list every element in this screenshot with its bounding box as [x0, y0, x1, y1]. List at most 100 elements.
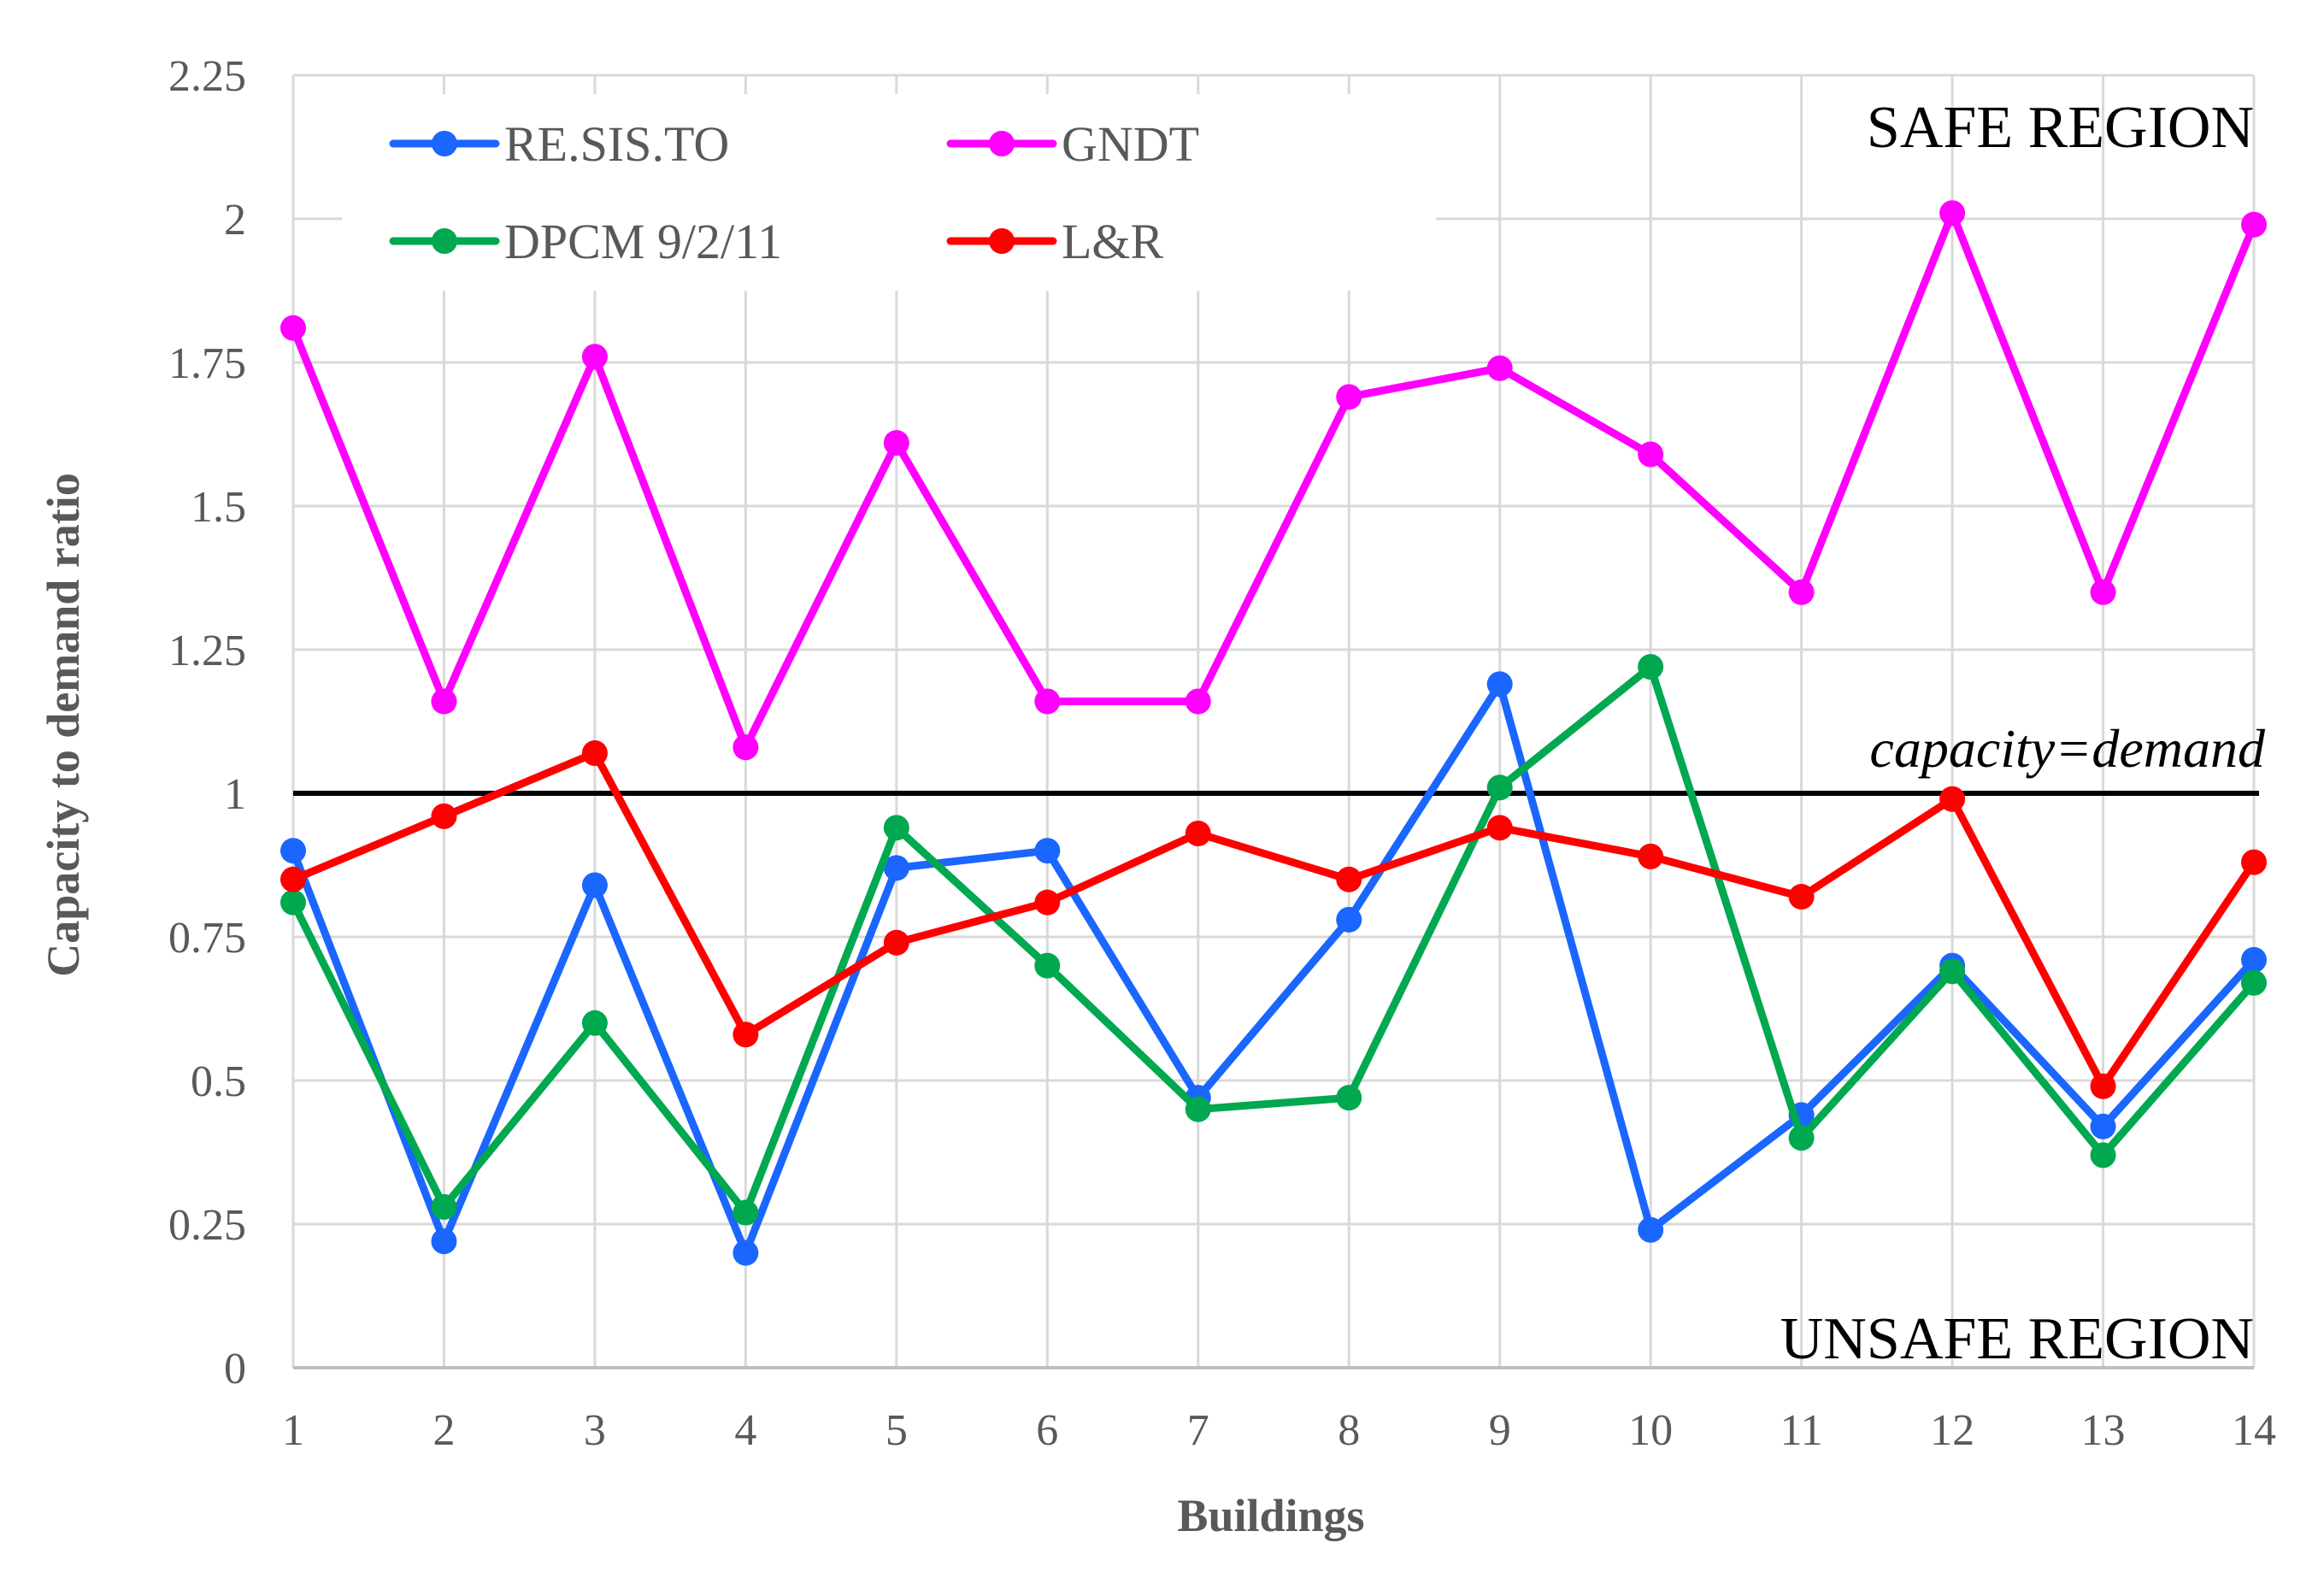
legend-label-gndt: GNDT — [1062, 116, 1199, 172]
data-point-l-r — [2090, 1073, 2116, 1099]
legend-marker-dpcm-9-2-11 — [432, 228, 457, 254]
series-line-re-sis-to — [289, 680, 2258, 1257]
legend-marker-gndt — [989, 131, 1015, 156]
data-point-gndt — [1336, 384, 1362, 410]
data-point-dpcm-9-2-11 — [1638, 654, 1664, 680]
x-tick-label: 12 — [1930, 1406, 1974, 1455]
data-point-re-sis-to — [883, 855, 909, 881]
data-point-l-r — [1788, 883, 1815, 910]
x-axis-title: Buildings — [1177, 1490, 1364, 1541]
data-point-gndt — [883, 430, 909, 456]
series-line-dpcm-9-2-11 — [289, 662, 2258, 1217]
y-tick-label: 1 — [224, 770, 246, 819]
series-line-l-r — [289, 749, 2258, 1091]
legend-background — [342, 94, 1436, 291]
legend-marker-re-sis-to — [432, 131, 457, 156]
x-tick-label: 6 — [1036, 1406, 1058, 1455]
x-tick-label: 2 — [432, 1406, 455, 1455]
data-point-l-r — [2241, 849, 2267, 875]
series-line-gndt — [289, 209, 2258, 751]
data-point-re-sis-to — [733, 1240, 759, 1266]
series-l-r — [280, 739, 2267, 1099]
y-tick-label: 0.5 — [191, 1057, 246, 1106]
legend-marker-l-r — [989, 228, 1015, 254]
unsafe-region-label: UNSAFE REGION — [1780, 1306, 2254, 1372]
series-layer — [280, 200, 2267, 1266]
x-tick-label: 4 — [734, 1406, 756, 1455]
legend-label-re-sis-to: RE.SIS.TO — [504, 116, 729, 172]
data-point-re-sis-to — [1638, 1216, 1664, 1243]
data-point-dpcm-9-2-11 — [1185, 1096, 1211, 1122]
data-point-re-sis-to — [2241, 946, 2267, 973]
data-point-dpcm-9-2-11 — [733, 1199, 759, 1226]
legend-label-dpcm-9-2-11: DPCM 9/2/11 — [504, 214, 782, 269]
data-point-re-sis-to — [2090, 1113, 2116, 1139]
y-tick-label: 0.75 — [168, 914, 246, 963]
data-point-l-r — [1034, 889, 1061, 916]
data-point-l-r — [1336, 866, 1362, 892]
y-tick-label: 1.5 — [191, 483, 246, 532]
data-point-dpcm-9-2-11 — [2241, 969, 2267, 996]
y-tick-label: 0 — [224, 1345, 246, 1393]
data-point-dpcm-9-2-11 — [581, 1010, 608, 1036]
series-dpcm-9-2-11 — [280, 654, 2267, 1226]
data-point-l-r — [581, 739, 608, 766]
data-point-re-sis-to — [1486, 671, 1513, 698]
data-point-gndt — [2090, 579, 2116, 605]
data-point-l-r — [733, 1022, 759, 1048]
legend-label-l-r: L&R — [1062, 214, 1164, 269]
data-point-re-sis-to — [581, 872, 608, 898]
data-point-dpcm-9-2-11 — [431, 1193, 457, 1220]
y-tick-labels: 0 0.25 0.5 0.75 1 1.25 1.5 1.75 2 2.25 — [168, 52, 246, 1393]
data-point-dpcm-9-2-11 — [1034, 952, 1061, 979]
data-point-l-r — [1939, 786, 1966, 812]
data-point-re-sis-to — [280, 838, 306, 864]
series-gndt — [280, 200, 2267, 761]
x-tick-label: 13 — [2081, 1406, 2126, 1455]
legend: RE.SIS.TO GNDT DPCM 9/2/11 L&R — [342, 94, 1436, 291]
x-tick-label: 5 — [885, 1406, 908, 1455]
x-tick-label: 14 — [2232, 1406, 2276, 1455]
y-tick-label: 1.75 — [168, 339, 246, 388]
data-point-l-r — [280, 866, 306, 892]
data-point-dpcm-9-2-11 — [883, 815, 909, 841]
y-tick-label: 1.25 — [168, 627, 246, 675]
data-point-gndt — [1486, 355, 1513, 381]
data-point-dpcm-9-2-11 — [1939, 958, 1966, 985]
data-point-re-sis-to — [431, 1228, 457, 1255]
data-point-gndt — [1939, 200, 1966, 227]
x-tick-label: 7 — [1187, 1406, 1209, 1455]
data-point-gndt — [280, 315, 306, 341]
x-tick-label: 9 — [1489, 1406, 1511, 1455]
data-point-l-r — [883, 929, 909, 956]
x-tick-label: 3 — [584, 1406, 606, 1455]
y-tick-label: 2 — [224, 196, 246, 244]
capacity-demand-label: capacity=demand — [1869, 718, 2266, 779]
data-point-gndt — [733, 734, 759, 761]
y-tick-label: 2.25 — [168, 52, 246, 101]
data-point-l-r — [431, 803, 457, 829]
data-point-dpcm-9-2-11 — [1788, 1125, 1815, 1151]
y-tick-label: 0.25 — [168, 1201, 246, 1250]
x-tick-label: 1 — [282, 1406, 304, 1455]
x-tick-labels: 1 2 3 4 5 6 7 8 9 10 11 12 13 14 — [282, 1406, 2276, 1455]
data-point-re-sis-to — [1336, 906, 1362, 933]
data-point-gndt — [1185, 688, 1211, 715]
axes — [291, 75, 2254, 1369]
data-point-gndt — [431, 688, 457, 715]
x-tick-label: 10 — [1628, 1406, 1673, 1455]
data-point-dpcm-9-2-11 — [1486, 774, 1513, 801]
data-point-gndt — [2241, 211, 2267, 238]
x-tick-label: 8 — [1338, 1406, 1360, 1455]
data-point-l-r — [1185, 821, 1211, 847]
safe-region-label: SAFE REGION — [1867, 95, 2254, 161]
data-point-gndt — [1638, 441, 1664, 468]
data-point-re-sis-to — [1034, 838, 1061, 864]
data-point-l-r — [1486, 815, 1513, 841]
data-point-dpcm-9-2-11 — [280, 889, 306, 916]
x-tick-label: 11 — [1780, 1406, 1823, 1455]
data-point-dpcm-9-2-11 — [1336, 1085, 1362, 1111]
data-point-gndt — [1788, 579, 1815, 605]
